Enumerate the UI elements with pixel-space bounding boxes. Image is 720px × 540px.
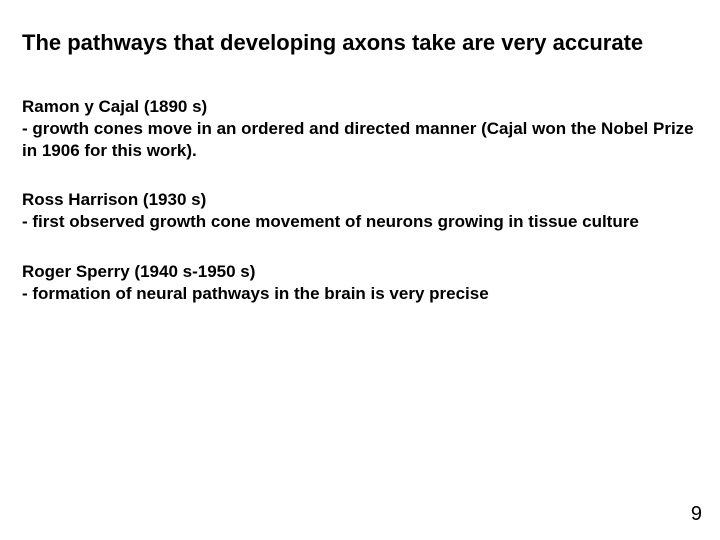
section-cajal: Ramon y Cajal (1890 s) - growth cones mo… <box>22 96 698 161</box>
section-heading: Ramon y Cajal (1890 s) <box>22 96 698 118</box>
slide: The pathways that developing axons take … <box>0 0 720 540</box>
slide-title: The pathways that developing axons take … <box>22 30 698 56</box>
section-body: - first observed growth cone movement of… <box>22 211 698 233</box>
section-harrison: Ross Harrison (1930 s) - first observed … <box>22 189 698 233</box>
section-body: - formation of neural pathways in the br… <box>22 283 698 305</box>
section-sperry: Roger Sperry (1940 s-1950 s) - formation… <box>22 261 698 305</box>
section-heading: Roger Sperry (1940 s-1950 s) <box>22 261 698 283</box>
page-number: 9 <box>691 503 702 526</box>
section-body: - growth cones move in an ordered and di… <box>22 118 698 162</box>
section-heading: Ross Harrison (1930 s) <box>22 189 698 211</box>
